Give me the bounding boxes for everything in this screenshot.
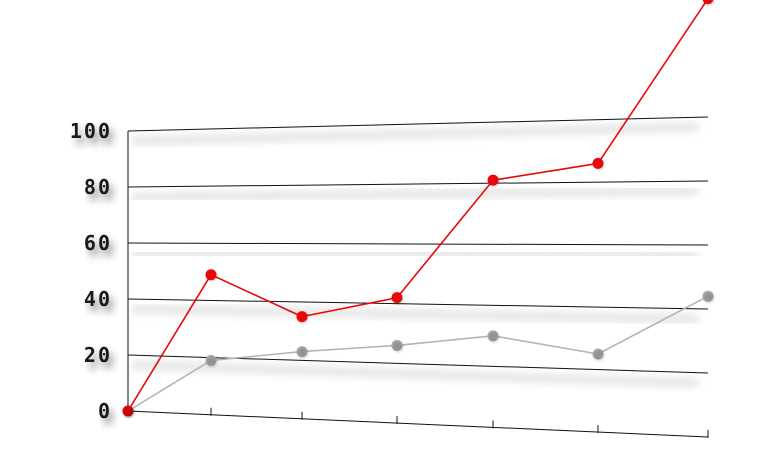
data-point-shadow [206, 356, 218, 368]
data-point-series-1 [391, 292, 403, 304]
data-point-shadow [488, 331, 500, 343]
y-tick-label-shadow: 60 [88, 237, 116, 261]
y-tick-label: 100 [70, 119, 112, 143]
data-point-series-1 [487, 174, 499, 186]
gridline-shadow [131, 186, 699, 202]
gridline [127, 242, 709, 246]
y-tick-label-shadow: 20 [88, 349, 116, 373]
y-tick-label: 20 [84, 343, 112, 367]
gridline [127, 298, 709, 310]
gridline [127, 116, 709, 132]
data-point-shadow [703, 291, 715, 303]
data-point-shadow [297, 347, 309, 359]
y-tick-label: 0 [98, 399, 112, 423]
gridlines [127, 116, 709, 438]
gridline [127, 180, 709, 188]
gridline-shadow [131, 122, 699, 146]
y-tick-label: 40 [84, 287, 112, 311]
y-tick-label: 80 [84, 175, 112, 199]
data-point-series-1 [205, 269, 217, 281]
gridline [127, 410, 709, 438]
data-point-series-1 [592, 157, 604, 169]
y-tick-label: 60 [84, 231, 112, 255]
gridline-shadow [131, 304, 699, 324]
gridline-shadow [131, 248, 699, 260]
y-tick-label-shadow: 80 [88, 181, 116, 205]
data-point-shadow [593, 349, 605, 361]
y-tick-label-shadow: 40 [88, 293, 116, 317]
gridline [127, 354, 709, 374]
y-tick-label-shadow: 100 [74, 125, 116, 149]
data-point-shadow [392, 341, 404, 353]
series-line-1 [127, 0, 709, 412]
gridline-shadow [131, 360, 699, 388]
series-lines [122, 0, 715, 418]
axes [127, 131, 709, 438]
data-point-series-1 [702, 0, 714, 5]
data-point-shadow [123, 406, 135, 418]
data-point-series-1 [296, 311, 308, 323]
y-tick-label-shadow: 0 [102, 405, 116, 429]
